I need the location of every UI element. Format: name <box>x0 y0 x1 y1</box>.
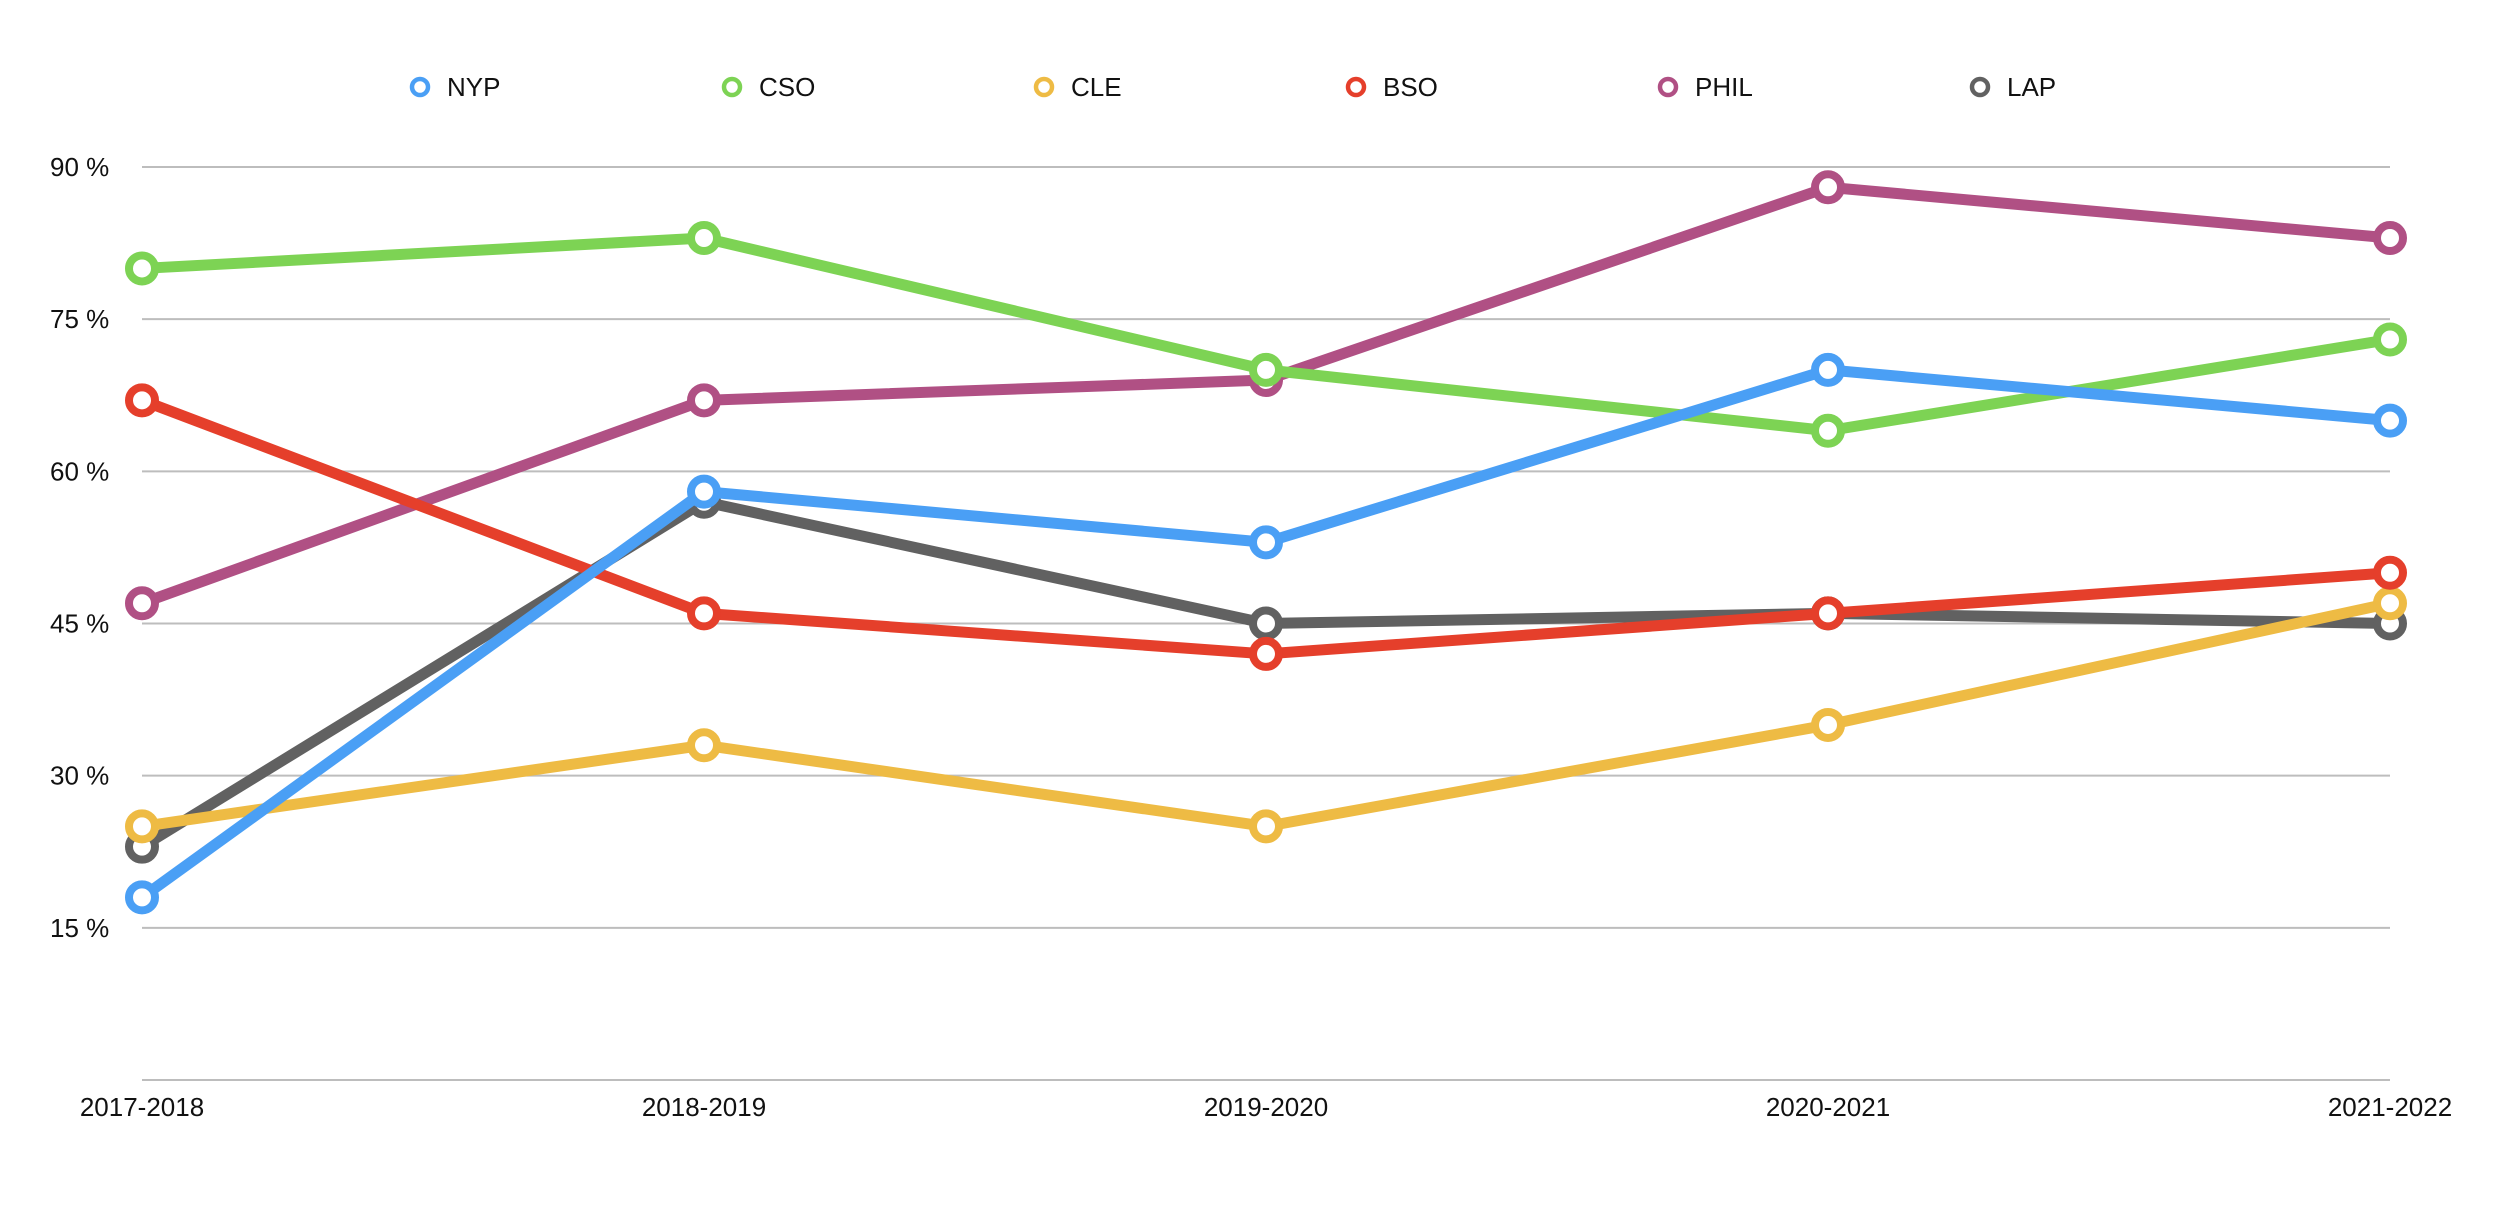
data-point-nyp <box>1811 352 1845 387</box>
data-point-bso <box>687 596 721 631</box>
series-cle <box>125 586 2407 844</box>
data-point-cso <box>125 251 159 286</box>
data-point-lap <box>1249 606 1283 641</box>
y-tick-label: 45 % <box>50 609 109 639</box>
legend-marker-icon <box>721 76 743 98</box>
data-point-cle <box>687 728 721 763</box>
data-point-phil <box>2373 221 2407 256</box>
legend-marker-icon <box>1969 76 1991 98</box>
legend: NYP CSO CLE BSO PHIL LAP <box>409 72 2056 102</box>
legend-marker-icon <box>1033 76 1055 98</box>
data-point-phil <box>687 383 721 418</box>
data-point-cle <box>2373 586 2407 621</box>
y-tick-label: 75 % <box>50 304 109 334</box>
legend-label: PHIL <box>1695 72 1753 102</box>
data-point-phil <box>125 586 159 621</box>
legend-label: CLE <box>1071 72 1122 102</box>
legend-item-cso: CSO <box>721 72 815 102</box>
data-point-cso <box>1811 413 1845 448</box>
data-point-nyp <box>125 880 159 915</box>
data-point-bso <box>125 383 159 418</box>
data-point-cle <box>125 809 159 844</box>
data-point-nyp <box>2373 403 2407 438</box>
x-axis: 2017-2018 2018-2019 2019-2020 2020-2021 2021… <box>80 1079 2452 1122</box>
data-point-bso <box>1249 636 1283 671</box>
data-point-cso <box>1249 352 1283 387</box>
legend-item-bso: BSO <box>1345 72 1438 102</box>
data-point-cle <box>1811 707 1845 742</box>
legend-item-phil: PHIL <box>1657 72 1753 102</box>
data-point-bso <box>2373 555 2407 590</box>
data-point-bso <box>1811 596 1845 631</box>
data-point-cso <box>687 221 721 256</box>
legend-label: CSO <box>759 72 815 102</box>
series-cso <box>125 221 2407 448</box>
x-tick-label: 2019-2020 <box>1204 1092 1328 1122</box>
legend-label: BSO <box>1383 72 1438 102</box>
x-tick-label: 2020-2021 <box>1766 1092 1890 1122</box>
data-point-cso <box>2373 322 2407 357</box>
data-point-nyp <box>687 474 721 509</box>
legend-item-nyp: NYP <box>409 72 500 102</box>
y-tick-label: 90 % <box>50 152 109 182</box>
legend-item-cle: CLE <box>1033 72 1122 102</box>
y-axis: 15 % 30 % 45 % 60 % 75 % 90 % <box>50 152 109 943</box>
x-tick-label: 2018-2019 <box>642 1092 766 1122</box>
data-point-nyp <box>1249 525 1283 560</box>
y-tick-label: 30 % <box>50 761 109 791</box>
legend-item-lap: LAP <box>1969 72 2056 102</box>
y-tick-label: 15 % <box>50 913 109 943</box>
series-nyp <box>125 352 2407 915</box>
legend-marker-icon <box>1345 76 1367 98</box>
x-tick-label: 2017-2018 <box>80 1092 204 1122</box>
series-lines <box>125 170 2407 915</box>
legend-label: NYP <box>447 72 500 102</box>
legend-label: LAP <box>2007 72 2056 102</box>
series-line-cso <box>136 232 2396 437</box>
x-tick-label: 2021-2022 <box>2328 1092 2452 1122</box>
data-point-phil <box>1811 170 1845 205</box>
series-bso <box>125 383 2407 671</box>
data-point-cle <box>1249 809 1283 844</box>
legend-marker-icon <box>409 76 431 98</box>
legend-marker-icon <box>1657 76 1679 98</box>
y-tick-label: 60 % <box>50 456 109 486</box>
